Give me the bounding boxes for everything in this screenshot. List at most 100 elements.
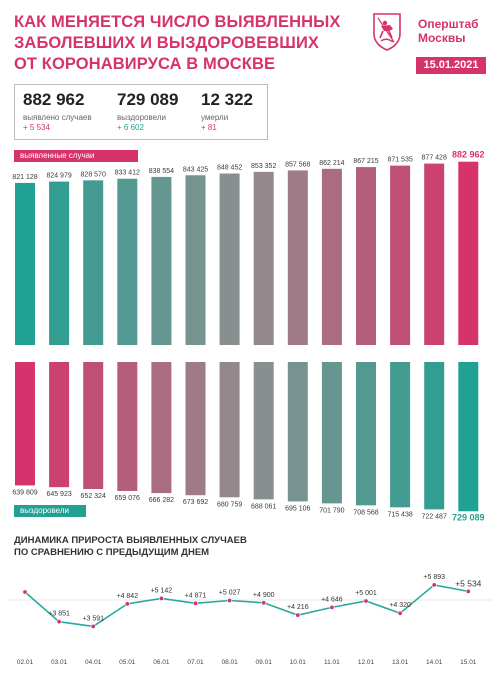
stat-delta: + 5 534 bbox=[23, 123, 50, 132]
tick-label-increase: 15.01 bbox=[460, 659, 477, 666]
data-label-recovered: 695 106 bbox=[285, 505, 310, 512]
legend-cases: выявленные случаи bbox=[14, 150, 138, 162]
bar-cases bbox=[49, 181, 70, 345]
point-increase bbox=[227, 598, 233, 604]
point-increase bbox=[56, 619, 62, 625]
data-label-cases: 877 428 bbox=[422, 155, 447, 162]
data-label-increase: +4 646 bbox=[321, 596, 343, 603]
title-line-3: ОТ КОРОНАВИРУСА В МОСКВЕ bbox=[14, 55, 276, 73]
data-label-cases: 843 425 bbox=[183, 166, 208, 173]
bar-cases bbox=[219, 173, 240, 345]
data-label-cases: 828 570 bbox=[81, 171, 106, 178]
tick-label-cases: 05.01 bbox=[119, 350, 136, 357]
bar-cases bbox=[287, 170, 308, 345]
tick-label-cases: 11.01 bbox=[324, 350, 340, 357]
data-label-recovered: 639 809 bbox=[12, 489, 37, 496]
data-label-cases: 853 352 bbox=[251, 163, 276, 170]
tick-label-cases: 13.01 bbox=[392, 350, 409, 357]
tick-label-increase: 03.01 bbox=[51, 659, 68, 666]
date-badge: 15.01.2021 bbox=[416, 57, 486, 74]
data-label-cases: 848 452 bbox=[217, 165, 242, 172]
tick-label-increase: 02.01 bbox=[17, 659, 34, 666]
data-label-cases: 871 535 bbox=[387, 157, 412, 164]
data-label-recovered: 729 089 bbox=[452, 512, 485, 522]
tick-label-cases: 14.01 bbox=[426, 350, 443, 357]
bar-recovered bbox=[83, 362, 104, 490]
summary-stats: 882 962 выявлено случаев + 5 534 729 089… bbox=[14, 84, 268, 140]
series-line-increase bbox=[24, 584, 469, 628]
bar-recovered bbox=[356, 362, 376, 506]
bar-recovered bbox=[151, 362, 172, 494]
data-label-recovered: 701 790 bbox=[319, 507, 344, 514]
tick-label-cases: 08.01 bbox=[221, 350, 238, 357]
tick-label-increase: 09.01 bbox=[256, 659, 273, 666]
data-label-recovered: 688 061 bbox=[251, 503, 276, 510]
stat-label: умерли bbox=[201, 113, 229, 122]
point-increase bbox=[22, 589, 28, 595]
tick-label-cases: 04.01 bbox=[85, 350, 102, 357]
point-increase bbox=[158, 595, 164, 601]
brand-name: Оперштаб Москвы bbox=[418, 17, 479, 45]
data-label-increase: +3 591 bbox=[82, 615, 104, 622]
point-increase bbox=[363, 598, 369, 604]
data-label-cases: 833 412 bbox=[115, 170, 140, 177]
stat-label: выявлено случаев bbox=[23, 113, 92, 122]
stat-delta: + 81 bbox=[201, 123, 217, 132]
point-increase bbox=[465, 588, 471, 594]
point-increase bbox=[431, 582, 437, 588]
tick-label-cases: 07.01 bbox=[187, 350, 204, 357]
bar-cases bbox=[321, 168, 342, 345]
tick-label-cases: 03.01 bbox=[51, 350, 68, 357]
dynamics-title: ДИНАМИКА ПРИРОСТА ВЫЯВЛЕННЫХ СЛУЧАЕВ ПО … bbox=[14, 535, 247, 558]
stat-delta: + 6 602 bbox=[117, 123, 144, 132]
point-increase bbox=[124, 601, 130, 607]
stat-deaths: 12 322 умерли + 81 bbox=[201, 90, 253, 132]
bar-cases bbox=[390, 165, 411, 345]
data-label-recovered: 715 438 bbox=[387, 511, 412, 518]
bar-recovered bbox=[390, 362, 411, 508]
moscow-coat-of-arms-icon bbox=[373, 13, 401, 51]
tick-label-increase: 11.01 bbox=[324, 659, 340, 666]
tick-label-increase: 05.01 bbox=[119, 659, 136, 666]
point-increase bbox=[193, 600, 199, 606]
data-label-cases: 838 554 bbox=[149, 168, 174, 175]
tick-label-cases: 15.01 bbox=[460, 350, 477, 357]
data-label-increase: +3 851 bbox=[48, 611, 70, 618]
bar-recovered bbox=[185, 362, 206, 496]
stat-value: 12 322 bbox=[201, 90, 253, 109]
point-increase bbox=[295, 612, 301, 618]
stat-cases: 882 962 выявлено случаев + 5 534 bbox=[23, 90, 92, 132]
data-label-cases: 821 128 bbox=[12, 174, 37, 181]
bar-cases bbox=[424, 163, 445, 345]
stat-recovered: 729 089 выздоровели + 6 602 bbox=[117, 90, 178, 132]
bar-recovered bbox=[321, 362, 342, 504]
tick-label-cases: 12.01 bbox=[358, 350, 375, 357]
data-label-increase: +5 142 bbox=[151, 587, 173, 594]
bar-cases bbox=[253, 171, 274, 345]
bar-cases bbox=[83, 180, 104, 345]
bar-recovered bbox=[287, 362, 308, 502]
data-label-increase: +4 900 bbox=[253, 592, 275, 599]
bar-recovered bbox=[458, 362, 479, 512]
stat-label: выздоровели bbox=[117, 113, 166, 122]
data-label-cases: 857 568 bbox=[285, 161, 310, 168]
data-label-increase: +5 027 bbox=[219, 590, 241, 597]
data-label-recovered: 666 282 bbox=[149, 497, 174, 504]
point-increase bbox=[329, 604, 335, 610]
tick-label-increase: 07.01 bbox=[187, 659, 204, 666]
data-label-recovered: 722 487 bbox=[422, 513, 447, 520]
tick-label-cases: 02.01 bbox=[17, 350, 34, 357]
bar-recovered bbox=[424, 362, 445, 510]
point-increase bbox=[90, 623, 96, 629]
bar-recovered bbox=[219, 362, 240, 498]
tick-label-cases: 06.01 bbox=[153, 350, 170, 357]
data-label-cases: 882 962 bbox=[452, 150, 485, 160]
point-increase bbox=[261, 600, 267, 606]
tick-label-increase: 04.01 bbox=[85, 659, 102, 666]
point-increase bbox=[397, 610, 403, 616]
data-label-cases: 824 979 bbox=[46, 173, 71, 180]
tick-label-increase: 13.01 bbox=[392, 659, 409, 666]
bar-cases bbox=[151, 176, 172, 345]
bar-cases bbox=[458, 161, 479, 345]
